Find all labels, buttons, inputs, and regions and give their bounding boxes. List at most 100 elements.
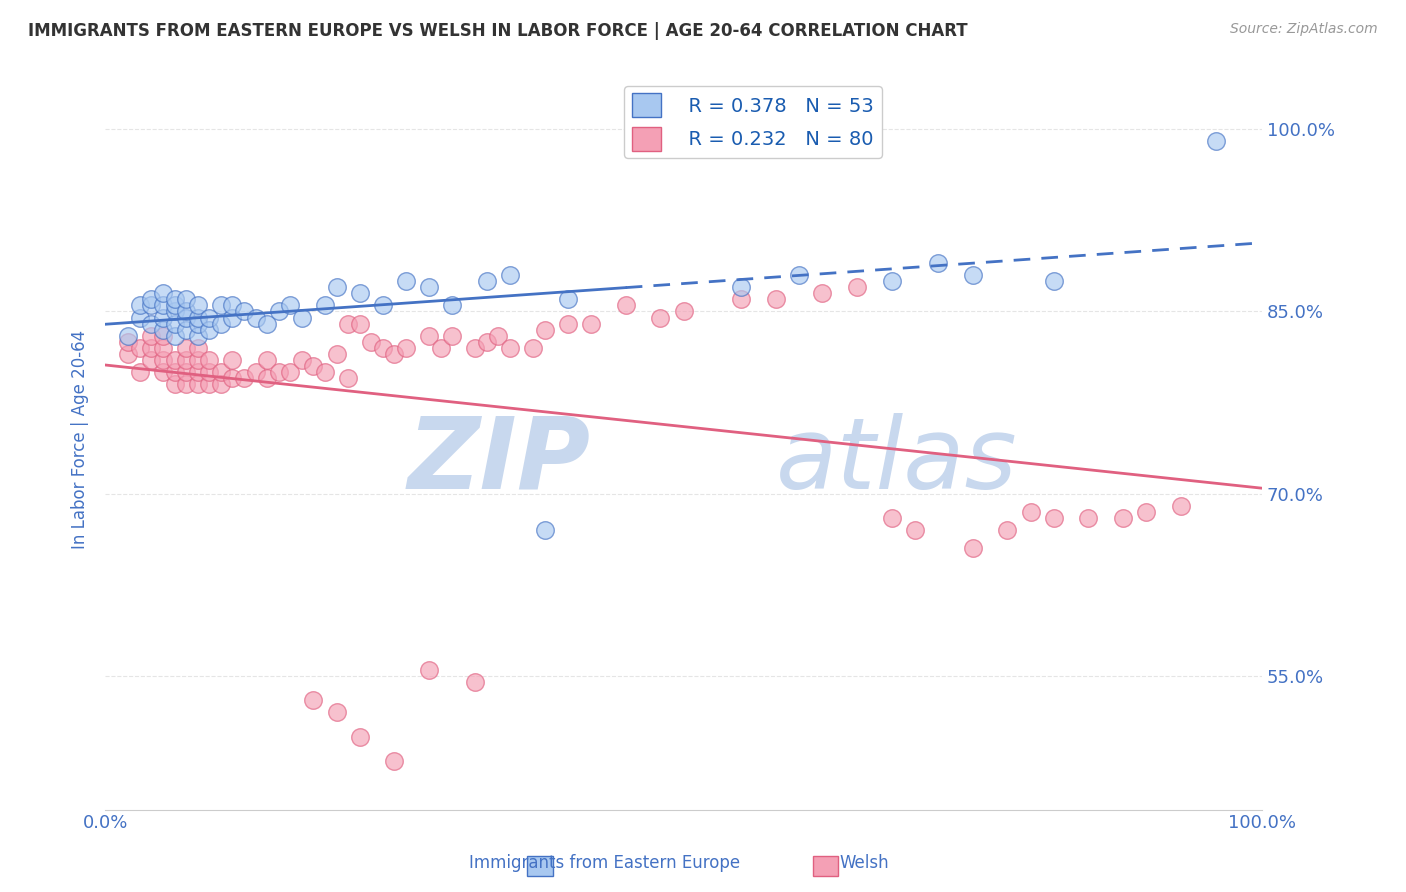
Point	[371, 298, 394, 312]
Point	[579, 317, 602, 331]
Point	[418, 663, 440, 677]
Point	[395, 341, 418, 355]
Point	[152, 353, 174, 368]
Point	[187, 310, 209, 325]
Point	[475, 274, 498, 288]
Text: ZIP: ZIP	[408, 413, 591, 509]
Point	[187, 353, 209, 368]
Y-axis label: In Labor Force | Age 20-64: In Labor Force | Age 20-64	[72, 329, 89, 549]
Point	[117, 328, 139, 343]
Point	[233, 304, 256, 318]
Point	[557, 317, 579, 331]
Point	[787, 268, 810, 282]
Point	[187, 365, 209, 379]
Point	[221, 310, 243, 325]
Point	[174, 341, 197, 355]
Point	[1135, 505, 1157, 519]
Point	[129, 310, 152, 325]
Legend:   R = 0.378   N = 53,   R = 0.232   N = 80: R = 0.378 N = 53, R = 0.232 N = 80	[624, 86, 882, 159]
Point	[730, 293, 752, 307]
Point	[278, 298, 301, 312]
Point	[256, 317, 278, 331]
Point	[174, 304, 197, 318]
Point	[141, 298, 163, 312]
Point	[152, 298, 174, 312]
Point	[302, 693, 325, 707]
Point	[256, 371, 278, 385]
Point	[533, 323, 555, 337]
Point	[245, 365, 267, 379]
Point	[163, 304, 186, 318]
Point	[152, 286, 174, 301]
Point	[163, 298, 186, 312]
Point	[152, 323, 174, 337]
Point	[152, 310, 174, 325]
Point	[163, 353, 186, 368]
Text: Welsh: Welsh	[839, 855, 890, 872]
Point	[198, 310, 221, 325]
Point	[349, 317, 371, 331]
Point	[291, 353, 314, 368]
Point	[174, 310, 197, 325]
Point	[441, 328, 464, 343]
Point	[337, 371, 360, 385]
Point	[384, 347, 406, 361]
Point	[499, 268, 522, 282]
Point	[141, 317, 163, 331]
Point	[141, 293, 163, 307]
Point	[1077, 511, 1099, 525]
Point	[174, 365, 197, 379]
Point	[765, 293, 787, 307]
Point	[209, 365, 232, 379]
Point	[1170, 499, 1192, 513]
Point	[174, 293, 197, 307]
Point	[141, 353, 163, 368]
Point	[267, 365, 290, 379]
Text: Immigrants from Eastern Europe: Immigrants from Eastern Europe	[470, 855, 740, 872]
Text: IMMIGRANTS FROM EASTERN EUROPE VS WELSH IN LABOR FORCE | AGE 20-64 CORRELATION C: IMMIGRANTS FROM EASTERN EUROPE VS WELSH …	[28, 22, 967, 40]
Point	[267, 304, 290, 318]
Point	[291, 310, 314, 325]
Point	[395, 274, 418, 288]
Point	[209, 317, 232, 331]
Point	[672, 304, 695, 318]
Point	[441, 298, 464, 312]
Point	[1205, 135, 1227, 149]
Point	[174, 377, 197, 392]
Point	[488, 328, 510, 343]
Point	[198, 377, 221, 392]
Point	[904, 523, 927, 537]
Point	[163, 293, 186, 307]
Point	[880, 274, 903, 288]
Point	[371, 341, 394, 355]
Point	[117, 347, 139, 361]
Point	[129, 341, 152, 355]
Point	[337, 317, 360, 331]
Point	[141, 341, 163, 355]
Point	[418, 328, 440, 343]
Point	[360, 334, 382, 349]
Point	[1019, 505, 1042, 519]
Text: Source: ZipAtlas.com: Source: ZipAtlas.com	[1230, 22, 1378, 37]
Point	[418, 280, 440, 294]
Point	[152, 365, 174, 379]
Point	[129, 365, 152, 379]
Point	[187, 341, 209, 355]
Point	[198, 323, 221, 337]
Point	[233, 371, 256, 385]
Point	[221, 298, 243, 312]
Point	[187, 328, 209, 343]
Point	[163, 365, 186, 379]
Point	[475, 334, 498, 349]
Point	[499, 341, 522, 355]
Point	[811, 286, 834, 301]
Point	[997, 523, 1019, 537]
Point	[325, 280, 347, 294]
Point	[429, 341, 451, 355]
Point	[533, 523, 555, 537]
Point	[1042, 511, 1064, 525]
Point	[325, 347, 347, 361]
Point	[129, 298, 152, 312]
Point	[152, 341, 174, 355]
Point	[221, 371, 243, 385]
